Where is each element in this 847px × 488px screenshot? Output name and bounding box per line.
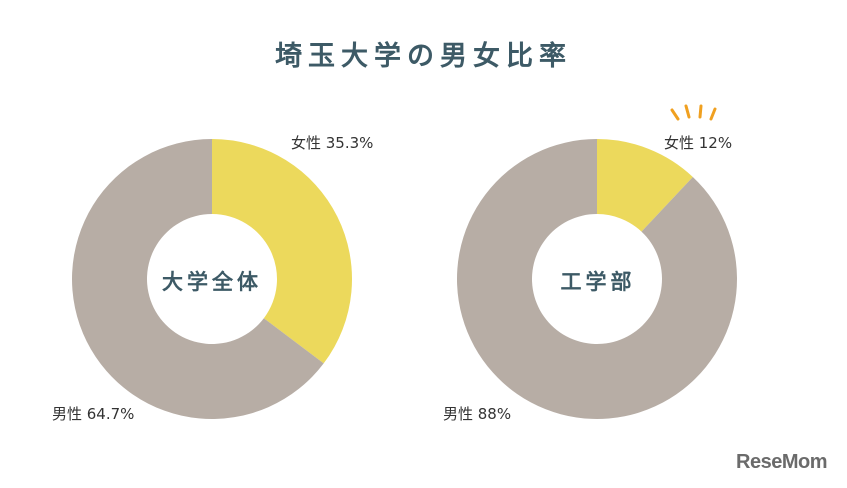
highlight-spark-icon: [670, 104, 717, 121]
label-female-all: 女性 35.3%: [291, 134, 374, 152]
slice-male-0: [71, 139, 324, 419]
slice-female-1: [597, 139, 693, 232]
spark-line-0: [670, 108, 680, 121]
slice-female-0: [212, 139, 352, 364]
label-female-engineering: 女性 12%: [664, 134, 733, 152]
page-title: 埼玉大学の男女比率: [275, 41, 572, 72]
label-male-engineering: 男性 88%: [443, 405, 512, 423]
center-label-engineering: 工学部: [560, 270, 636, 294]
spark-line-3: [709, 107, 717, 121]
donut-chart-all: [71, 139, 352, 419]
label-male-all: 男性 64.7%: [52, 405, 135, 423]
slice-male-1: [457, 139, 737, 419]
donut-chart-engineering: [457, 139, 737, 419]
center-label-all: 大学全体: [162, 270, 262, 294]
spark-line-1: [684, 104, 691, 119]
resemom-logo: ReseMom: [736, 451, 827, 473]
spark-line-2: [698, 104, 703, 119]
